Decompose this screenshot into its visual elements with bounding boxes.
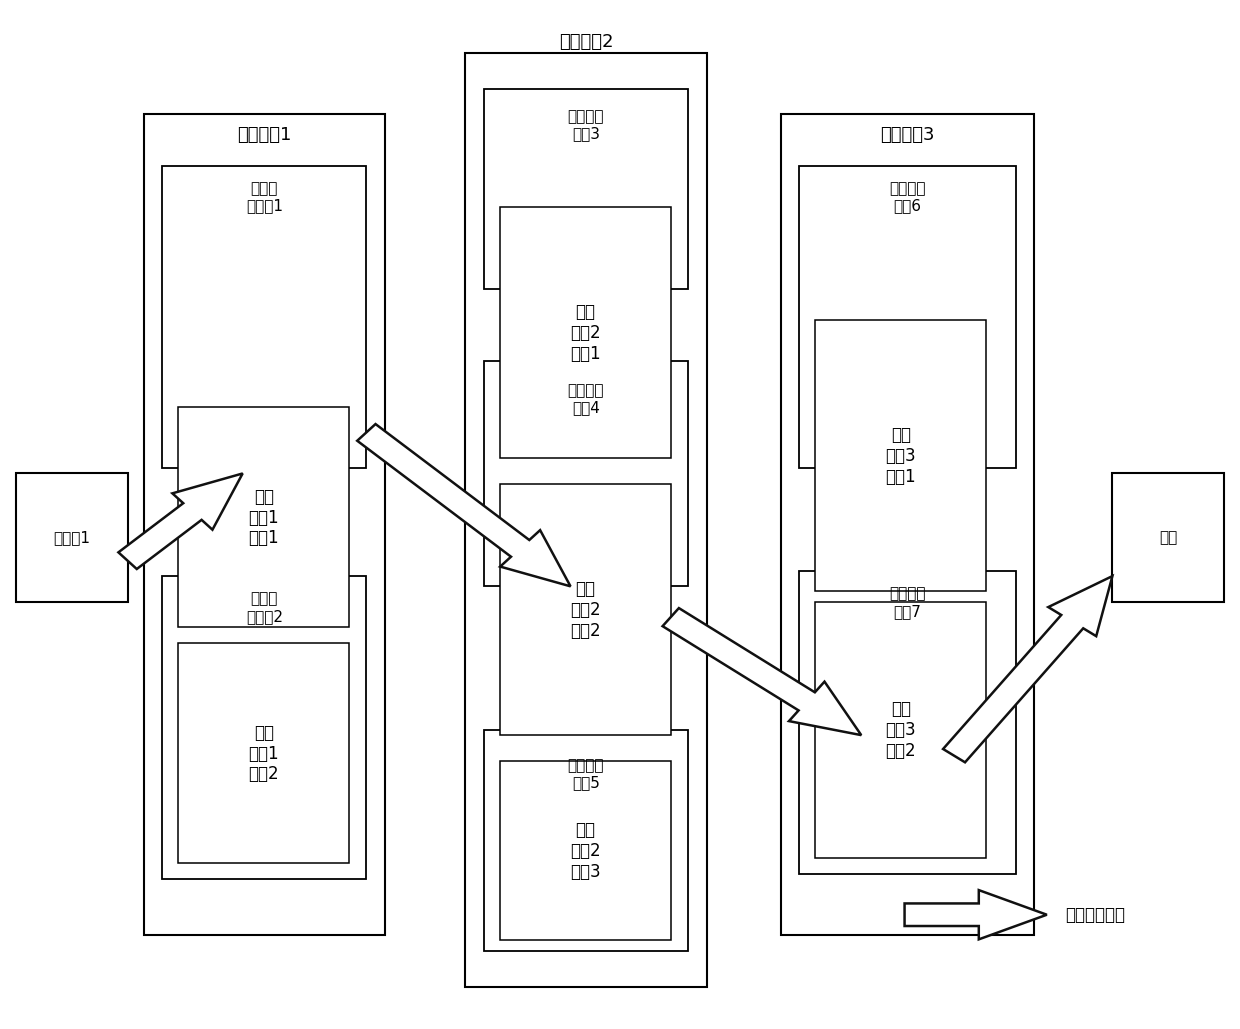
Text: 业务功能
节点7: 业务功能 节点7 (889, 587, 926, 618)
Text: 业务功
能节点1: 业务功 能节点1 (246, 181, 283, 213)
Bar (1112, 473, 1224, 602)
Polygon shape (662, 608, 862, 735)
Text: 业务
功能2
实例3: 业务 功能2 实例3 (570, 821, 600, 881)
Text: 业务功能
节点3: 业务功能 节点3 (568, 109, 604, 142)
Text: 业务
功能2
实例2: 业务 功能2 实例2 (570, 580, 600, 640)
Text: 业务功
能节点2: 业务功 能节点2 (246, 592, 283, 624)
Bar (484, 360, 688, 587)
Text: 业务功能1: 业务功能1 (237, 126, 291, 144)
Text: 业务
功能3
实例1: 业务 功能3 实例1 (885, 426, 916, 486)
Polygon shape (357, 424, 570, 587)
Bar (800, 166, 1016, 468)
Bar (816, 320, 986, 592)
Text: 业务功能
节点6: 业务功能 节点6 (889, 181, 926, 213)
Polygon shape (118, 473, 243, 569)
Text: 业务功能2: 业务功能2 (559, 33, 614, 51)
Text: 业务功能路径: 业务功能路径 (1065, 906, 1126, 924)
Bar (465, 52, 707, 987)
Bar (500, 760, 671, 941)
Polygon shape (944, 576, 1112, 762)
Bar (781, 114, 1034, 935)
Bar (16, 473, 128, 602)
Text: 业务
功能1
实例1: 业务 功能1 实例1 (248, 488, 279, 547)
Text: 网络: 网络 (1159, 531, 1177, 545)
Bar (800, 571, 1016, 874)
Bar (484, 730, 688, 951)
Bar (162, 166, 366, 468)
Text: 业务
功能3
实例2: 业务 功能3 实例2 (885, 700, 916, 759)
Text: 业务
功能1
实例2: 业务 功能1 实例2 (248, 723, 279, 783)
Text: 业务功能3: 业务功能3 (880, 126, 935, 144)
Bar (484, 88, 688, 289)
Text: 分类器1: 分类器1 (53, 531, 91, 545)
Bar (144, 114, 384, 935)
Bar (179, 643, 348, 863)
Bar (162, 576, 366, 879)
Bar (179, 406, 348, 628)
Bar (500, 207, 671, 458)
Text: 业务
功能2
实例1: 业务 功能2 实例1 (570, 304, 600, 362)
Bar (816, 602, 986, 858)
Polygon shape (904, 890, 1047, 939)
Bar (500, 484, 671, 735)
Text: 业务功能
节点5: 业务功能 节点5 (568, 757, 604, 790)
Text: 业务功能
节点4: 业务功能 节点4 (568, 383, 604, 416)
